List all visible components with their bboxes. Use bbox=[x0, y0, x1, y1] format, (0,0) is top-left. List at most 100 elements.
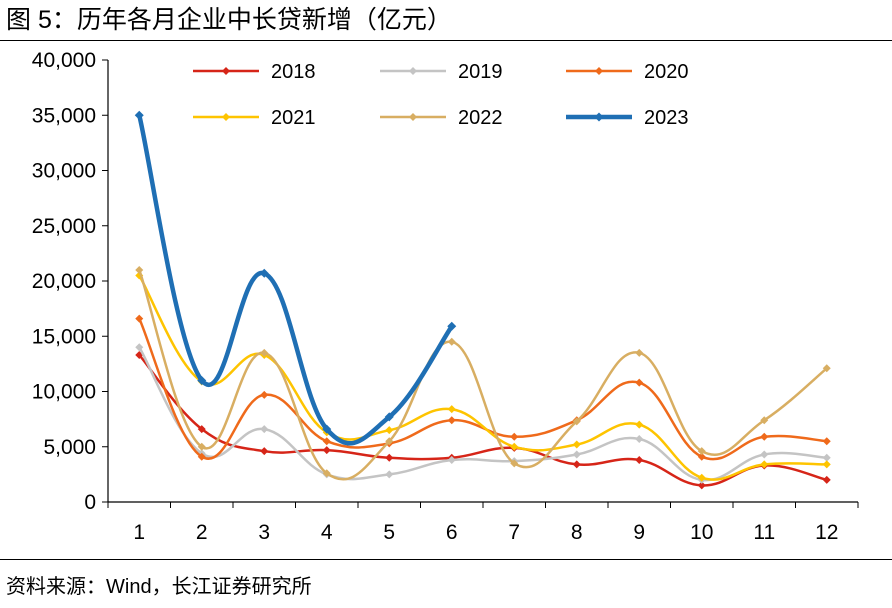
data-point bbox=[635, 348, 644, 357]
legend-entry-2023: 2023 bbox=[566, 107, 689, 129]
y-tick-label: 5,000 bbox=[43, 436, 96, 459]
chart-title: 图 5：历年各月企业中长贷新增（亿元） bbox=[6, 6, 452, 34]
data-point bbox=[635, 435, 644, 444]
data-point bbox=[447, 321, 457, 331]
legend-entry-2021: 2021 bbox=[193, 107, 316, 129]
legend-label: 2019 bbox=[458, 61, 503, 83]
data-point bbox=[135, 314, 144, 323]
data-point bbox=[822, 453, 831, 462]
y-tick-label: 35,000 bbox=[32, 104, 96, 127]
data-point bbox=[510, 432, 519, 441]
data-point bbox=[760, 460, 769, 469]
x-tick-label: 7 bbox=[508, 521, 520, 544]
data-point bbox=[635, 456, 644, 465]
x-tick-label: 12 bbox=[815, 521, 838, 544]
legend-marker bbox=[409, 113, 417, 121]
footer-divider bbox=[0, 559, 892, 560]
data-point bbox=[322, 437, 331, 446]
data-point bbox=[135, 343, 144, 352]
y-tick-label: 20,000 bbox=[32, 270, 96, 293]
data-point bbox=[447, 416, 456, 425]
data-point bbox=[260, 348, 269, 357]
y-tick-label: 30,000 bbox=[32, 160, 96, 183]
legend: 2018 2019 2020 2021 2022 2023 bbox=[193, 61, 689, 129]
data-point bbox=[572, 440, 581, 449]
y-tick-label: 10,000 bbox=[32, 381, 96, 404]
data-point bbox=[197, 425, 206, 434]
x-tick-label: 4 bbox=[321, 521, 333, 544]
data-point bbox=[760, 416, 769, 425]
series-2022 bbox=[135, 265, 831, 481]
y-tick-label: 40,000 bbox=[32, 49, 96, 72]
data-point bbox=[260, 390, 269, 399]
series-layer bbox=[134, 110, 831, 490]
data-point bbox=[510, 459, 519, 468]
legend-label: 2023 bbox=[644, 107, 689, 129]
data-point bbox=[822, 364, 831, 373]
x-tick-label: 10 bbox=[690, 521, 713, 544]
x-tick-label: 9 bbox=[633, 521, 645, 544]
data-point bbox=[260, 425, 269, 434]
x-tick-label: 8 bbox=[571, 521, 583, 544]
legend-entry-2020: 2020 bbox=[566, 61, 689, 83]
data-point bbox=[259, 268, 269, 278]
legend-label: 2018 bbox=[271, 61, 316, 83]
data-point bbox=[572, 450, 581, 459]
data-point bbox=[322, 469, 331, 478]
legend-entry-2019: 2019 bbox=[380, 61, 503, 83]
data-point bbox=[447, 405, 456, 414]
data-point bbox=[822, 475, 831, 484]
data-point bbox=[510, 442, 519, 451]
y-tick-label: 0 bbox=[84, 491, 96, 514]
x-tick-label: 11 bbox=[753, 521, 775, 544]
data-point bbox=[697, 447, 706, 456]
data-point bbox=[135, 265, 144, 274]
data-point bbox=[760, 450, 769, 459]
x-tick-label: 2 bbox=[196, 521, 208, 544]
legend-marker bbox=[222, 67, 230, 75]
legend-label: 2020 bbox=[644, 61, 689, 83]
data-point bbox=[385, 437, 394, 446]
data-point bbox=[572, 460, 581, 469]
data-point bbox=[822, 437, 831, 446]
legend-marker bbox=[222, 113, 230, 121]
data-point bbox=[197, 442, 206, 451]
legend-marker bbox=[409, 67, 417, 75]
data-point bbox=[260, 447, 269, 456]
data-point bbox=[322, 424, 332, 434]
data-point bbox=[697, 473, 706, 482]
legend-marker bbox=[595, 67, 603, 75]
y-tick-label: 15,000 bbox=[32, 325, 96, 348]
x-tick-label: 1 bbox=[133, 521, 145, 544]
data-point bbox=[322, 446, 331, 455]
data-point bbox=[822, 460, 831, 469]
series-2023 bbox=[134, 110, 457, 446]
y-tick-label: 25,000 bbox=[32, 215, 96, 238]
legend-label: 2022 bbox=[458, 107, 503, 129]
data-point bbox=[697, 481, 706, 490]
legend-label: 2021 bbox=[271, 107, 316, 129]
x-tick-label: 6 bbox=[446, 521, 458, 544]
legend-marker bbox=[594, 112, 604, 122]
axes: 0 5,000 10,000 15,000 20,000 25,000 30,000 35,0… bbox=[32, 49, 859, 544]
legend-entry-2018: 2018 bbox=[193, 61, 316, 83]
line-chart: 0 5,000 10,000 15,000 20,000 25,000 30,000 35,0… bbox=[32, 49, 859, 544]
data-point bbox=[697, 452, 706, 461]
data-point bbox=[197, 452, 206, 461]
data-point bbox=[635, 420, 644, 429]
title-divider bbox=[0, 40, 892, 41]
data-point bbox=[635, 378, 644, 387]
x-tick-label: 5 bbox=[383, 521, 395, 544]
data-point bbox=[134, 110, 144, 120]
data-point bbox=[384, 412, 394, 422]
data-point bbox=[197, 375, 207, 385]
data-point bbox=[385, 470, 394, 479]
series-line-2018 bbox=[138, 353, 829, 487]
data-point bbox=[385, 453, 394, 462]
data-point bbox=[385, 426, 394, 435]
legend-entry-2022: 2022 bbox=[380, 107, 503, 129]
source-note: 资料来源：Wind，长江证券研究所 bbox=[6, 576, 312, 598]
data-point bbox=[572, 417, 581, 426]
data-point bbox=[760, 432, 769, 441]
data-point bbox=[447, 456, 456, 465]
